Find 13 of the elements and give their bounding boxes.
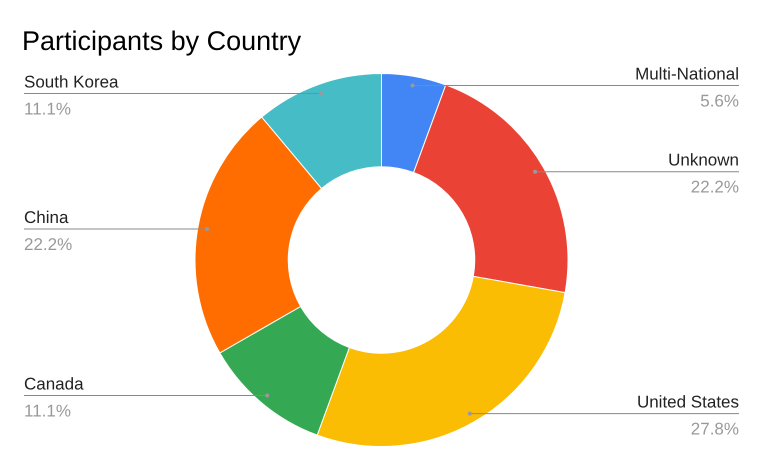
slice-label: United States [636,392,739,412]
data-label: 5.6% [700,92,739,111]
slice-label: Unknown [668,150,739,170]
data-label: 22.2% [24,234,72,254]
chart-title: Participants by Country [22,26,302,57]
slice-label: Canada [24,374,84,394]
slice-label: Multi-National [635,64,739,84]
data-label: 11.1% [24,99,71,118]
data-label: 27.8% [690,420,739,439]
slice-label: South Korea [24,72,120,92]
slice-label: China [24,208,69,227]
data-label: 22.2% [690,178,739,197]
data-label: 11.1% [24,401,71,420]
